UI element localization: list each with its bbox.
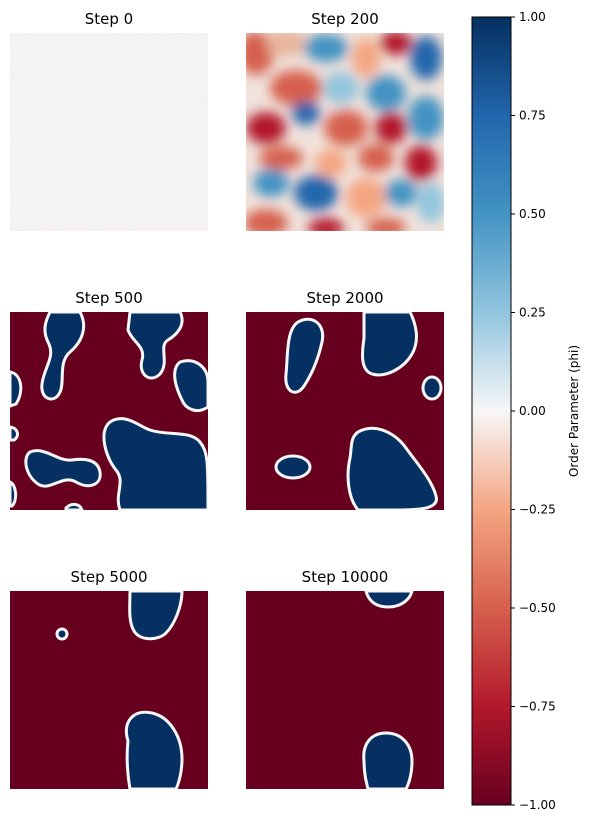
- panel-step-10000: Step 10000: [246, 568, 444, 789]
- colorbar-ticks: 1.00 0.75 0.50 0.25 0.00 −0.25 −0.50 −0.75 −1.00: [511, 10, 556, 812]
- panel-step-5000: Step 5000: [10, 568, 208, 789]
- panel-title: Step 500: [75, 289, 143, 307]
- colorbar-tick-label: 0.75: [519, 109, 546, 123]
- colorbar-tick-label: −0.50: [519, 601, 556, 615]
- heatmap-image: [10, 591, 208, 789]
- colorbar-tick-label: 0.50: [519, 207, 546, 221]
- heatmap-image: [10, 312, 208, 510]
- colorbar-tick-label: 0.00: [519, 404, 546, 418]
- panel-step-0: Step 0: [10, 10, 208, 231]
- panel-title: Step 10000: [302, 568, 389, 586]
- colorbar: 1.00 0.75 0.50 0.25 0.00 −0.25 −0.50 −0.75 −1.00…: [471, 10, 581, 812]
- colorbar-tick-label: −0.25: [519, 503, 556, 517]
- panel-title: Step 200: [311, 10, 379, 28]
- panel-title: Step 0: [85, 10, 133, 28]
- heatmap-image: [246, 591, 444, 789]
- colorbar-label: Order Parameter (phi): [567, 345, 581, 477]
- colorbar-tick-label: 1.00: [519, 10, 546, 24]
- panel-title: Step 2000: [306, 289, 383, 307]
- heatmap-image: [246, 33, 444, 231]
- colorbar-tick-label: −0.75: [519, 700, 556, 714]
- colorbar-gradient: [471, 16, 512, 806]
- noise-texture: [10, 33, 208, 231]
- colorbar-tick-label: −1.00: [519, 798, 556, 812]
- heatmap-image: [246, 312, 444, 510]
- colorbar-tick-label: 0.25: [519, 306, 546, 320]
- panel-step-500: Step 500: [10, 289, 208, 510]
- panel-step-2000: Step 2000: [246, 289, 444, 510]
- panel-step-200: Step 200: [246, 10, 444, 231]
- panel-title: Step 5000: [70, 568, 147, 586]
